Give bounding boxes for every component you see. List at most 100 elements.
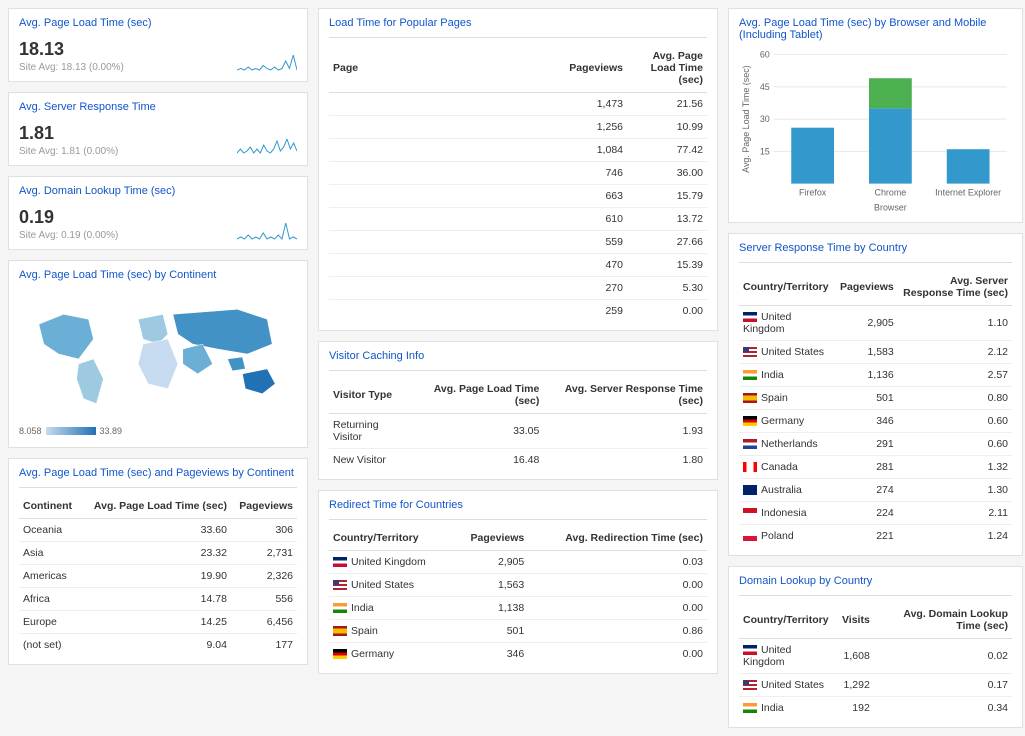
redirect-time-table: Country/Territory Pageviews Avg. Redirec…	[329, 526, 707, 665]
cell: Oceania	[19, 519, 80, 542]
domain-by-country-table: Country/Territory Visits Avg. Domain Loo…	[739, 602, 1012, 719]
flag-icon	[743, 531, 757, 541]
cell: 16.48	[412, 449, 544, 472]
cell: Poland	[739, 525, 836, 548]
table-row[interactable]: Oceania33.60306	[19, 519, 297, 542]
table-row[interactable]: 1,25610.99	[329, 116, 707, 139]
table-header: Avg. Page Load Time (sec)	[412, 377, 544, 414]
cell: United Kingdom	[329, 551, 453, 574]
metric-pageload[interactable]: Avg. Page Load Time (sec) 18.13 Site Avg…	[8, 8, 308, 82]
cell: 2,731	[231, 542, 297, 565]
table-row[interactable]: Australia2741.30	[739, 479, 1012, 502]
table-row[interactable]: India1,1362.57	[739, 364, 1012, 387]
map-widget[interactable]: Avg. Page Load Time (sec) by Continent	[8, 260, 308, 448]
cell: 2,905	[836, 306, 898, 341]
popular-pages-widget[interactable]: Load Time for Popular Pages Page Pagevie…	[318, 8, 718, 331]
metric-server-response[interactable]: Avg. Server Response Time 1.81 Site Avg:…	[8, 92, 308, 166]
table-row[interactable]: United States1,5630.00	[329, 574, 707, 597]
table-row[interactable]: New Visitor16.481.80	[329, 449, 707, 472]
visitor-caching-widget[interactable]: Visitor Caching Info Visitor Type Avg. P…	[318, 341, 718, 480]
cell: 346	[836, 410, 898, 433]
svg-text:30: 30	[760, 114, 770, 124]
cell: 19.90	[80, 565, 231, 588]
gradient-bar	[46, 427, 96, 435]
table-row[interactable]: 55927.66	[329, 231, 707, 254]
flag-icon	[743, 703, 757, 713]
table-header: Continent	[19, 494, 80, 519]
table-row[interactable]: Americas19.902,326	[19, 565, 297, 588]
cell: 0.00	[528, 597, 707, 620]
table-header: Pageviews	[433, 44, 627, 93]
cell: 21.56	[627, 93, 707, 116]
cell: 0.17	[874, 674, 1012, 697]
table-row[interactable]: Returning Visitor33.051.93	[329, 414, 707, 449]
table-row[interactable]: 66315.79	[329, 185, 707, 208]
table-row[interactable]: United Kingdom1,6080.02	[739, 639, 1012, 674]
flag-icon	[333, 626, 347, 636]
widget-title: Server Response Time by Country	[739, 242, 1012, 254]
table-row[interactable]: 61013.72	[329, 208, 707, 231]
redirect-time-widget[interactable]: Redirect Time for Countries Country/Terr…	[318, 490, 718, 674]
widget-title: Redirect Time for Countries	[329, 499, 707, 511]
table-row[interactable]: Germany3460.60	[739, 410, 1012, 433]
table-row[interactable]: India1,1380.00	[329, 597, 707, 620]
metric-value: 1.81	[19, 123, 118, 144]
table-row[interactable]: United States1,2920.17	[739, 674, 1012, 697]
cell: 33.05	[412, 414, 544, 449]
table-row[interactable]: Netherlands2910.60	[739, 433, 1012, 456]
table-row[interactable]: United States1,5832.12	[739, 341, 1012, 364]
table-row[interactable]: 1,08477.42	[329, 139, 707, 162]
cell: United Kingdom	[739, 639, 838, 674]
widget-title: Visitor Caching Info	[329, 350, 707, 362]
table-row[interactable]: 2590.00	[329, 300, 707, 323]
svg-text:Browser: Browser	[874, 202, 907, 212]
table-row[interactable]: (not set)9.04177	[19, 634, 297, 657]
table-row[interactable]: Indonesia2242.11	[739, 502, 1012, 525]
metric-value: 0.19	[19, 207, 118, 228]
table-row[interactable]: Germany3460.00	[329, 643, 707, 666]
cell: 14.78	[80, 588, 231, 611]
server-by-country-widget[interactable]: Server Response Time by Country Country/…	[728, 233, 1023, 556]
flag-icon	[333, 603, 347, 613]
flag-icon	[333, 649, 347, 659]
table-row[interactable]: Africa14.78556	[19, 588, 297, 611]
cell	[329, 231, 433, 254]
cell: 663	[433, 185, 627, 208]
cell: (not set)	[19, 634, 80, 657]
cell: 556	[231, 588, 297, 611]
table-header: Avg. Redirection Time (sec)	[528, 526, 707, 551]
cell: 274	[836, 479, 898, 502]
cell: Spain	[329, 620, 453, 643]
cell: 0.34	[874, 697, 1012, 720]
cell: 1,256	[433, 116, 627, 139]
table-row[interactable]: United Kingdom2,9051.10	[739, 306, 1012, 341]
table-header: Pageviews	[231, 494, 297, 519]
browser-chart-widget[interactable]: Avg. Page Load Time (sec) by Browser and…	[728, 8, 1023, 223]
table-row[interactable]: United Kingdom2,9050.03	[329, 551, 707, 574]
cell: 27.66	[627, 231, 707, 254]
table-row[interactable]: Poland2211.24	[739, 525, 1012, 548]
domain-by-country-widget[interactable]: Domain Lookup by Country Country/Territo…	[728, 566, 1023, 728]
cell: 0.80	[898, 387, 1012, 410]
cell: India	[739, 697, 838, 720]
metric-sub: Site Avg: 18.13 (0.00%)	[19, 62, 124, 73]
table-row[interactable]: Europe14.256,456	[19, 611, 297, 634]
table-row[interactable]: India1920.34	[739, 697, 1012, 720]
table-row[interactable]: 74636.00	[329, 162, 707, 185]
widget-title: Domain Lookup by Country	[739, 575, 1012, 587]
table-row[interactable]: 47015.39	[329, 254, 707, 277]
cell: 270	[433, 277, 627, 300]
table-header: Avg. Domain Lookup Time (sec)	[874, 602, 1012, 639]
table-row[interactable]: 1,47321.56	[329, 93, 707, 116]
table-row[interactable]: Spain5010.86	[329, 620, 707, 643]
cell	[329, 162, 433, 185]
table-row[interactable]: Spain5010.80	[739, 387, 1012, 410]
metric-value: 18.13	[19, 39, 124, 60]
metric-domain-lookup[interactable]: Avg. Domain Lookup Time (sec) 0.19 Site …	[8, 176, 308, 250]
cell: 2.12	[898, 341, 1012, 364]
table-row[interactable]: 2705.30	[329, 277, 707, 300]
cell	[329, 139, 433, 162]
table-row[interactable]: Asia23.322,731	[19, 542, 297, 565]
table-row[interactable]: Canada2811.32	[739, 456, 1012, 479]
continent-table-widget[interactable]: Avg. Page Load Time (sec) and Pageviews …	[8, 458, 308, 665]
